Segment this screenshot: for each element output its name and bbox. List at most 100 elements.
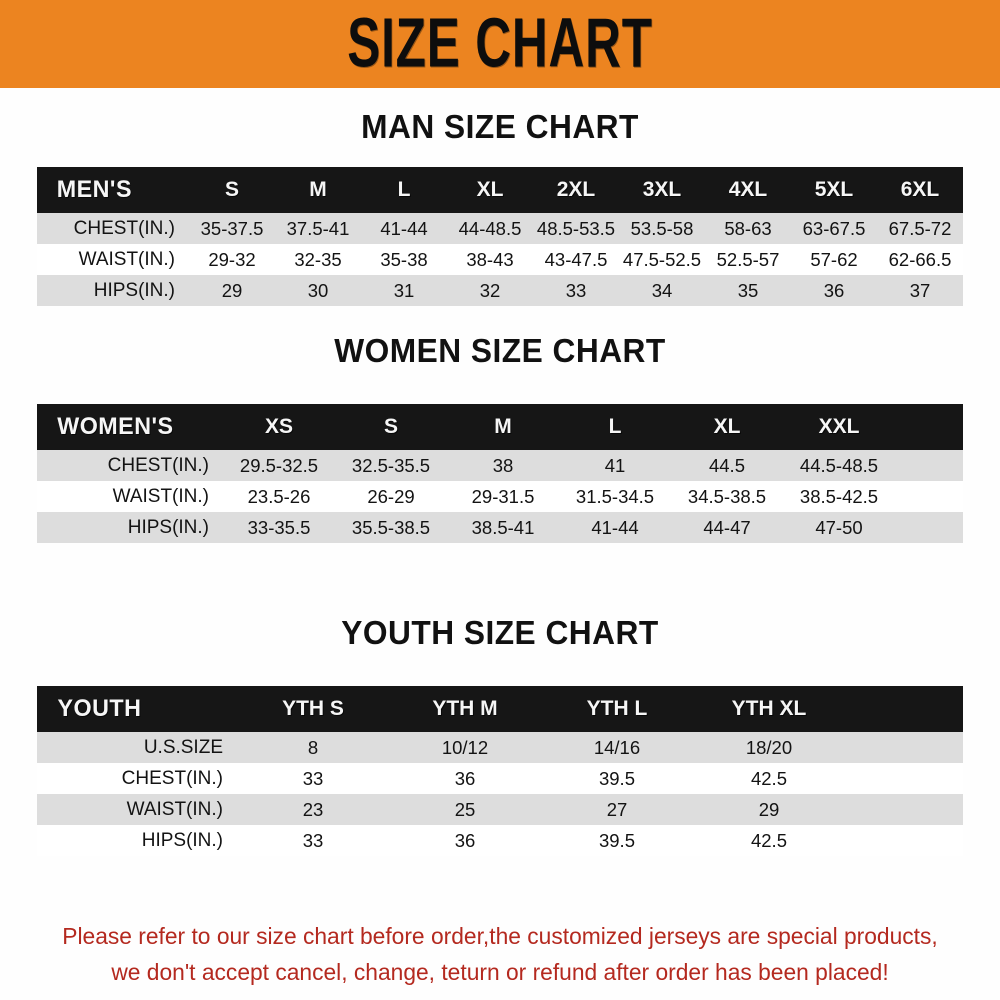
page-title: SIZE CHART [347, 4, 653, 83]
table-row: WAIST(IN.) 29-32 32-35 35-38 38-43 43-47.5 47.… [37, 244, 963, 275]
measurement-cell: 39.5 [598, 829, 635, 851]
women-table-header-label: WOMEN'S [57, 413, 174, 440]
column-header-xl: XL [713, 415, 741, 438]
measurement-cell: 8 [307, 736, 319, 758]
row-label: CHEST(IN.) [107, 454, 209, 476]
column-header-2xl: 2XL [556, 178, 596, 201]
measurement-cell: 47.5-52.5 [622, 248, 702, 270]
measurement-cell: 37.5-41 [286, 217, 350, 239]
measurement-cell: 44.5-48.5 [799, 454, 879, 476]
measurement-cell: 48.5-53.5 [536, 217, 616, 239]
row-label: WAIST(IN.) [78, 248, 175, 270]
column-header-m: M [494, 415, 512, 438]
measurement-cell: 25 [454, 798, 476, 820]
measurement-cell: 58-63 [724, 217, 772, 239]
column-header-m: M [309, 178, 327, 201]
row-label: WAIST(IN.) [126, 798, 223, 820]
column-header-s: S [224, 178, 239, 201]
table-header-row: MEN'S S M L XL 2XL 3XL 4XL 5XL 6XL [37, 167, 963, 213]
measurement-cell: 35-37.5 [200, 217, 264, 239]
youth-table-header-label: YOUTH [57, 695, 142, 722]
measurement-cell: 38.5-42.5 [799, 485, 879, 507]
table-row: HIPS(IN.) 33-35.5 35.5-38.5 38.5-41 41-44 44-… [37, 512, 963, 543]
youth-size-table: YOUTH YTH S YTH M YTH L YTH XL U.S.SIZE 8 10/1… [37, 686, 963, 856]
measurement-cell: 36 [454, 767, 476, 789]
table-header-row: WOMEN'S XS S M L XL XXL [37, 404, 963, 450]
measurement-cell: 33 [302, 767, 324, 789]
section-title-youth: YOUTH SIZE CHART [341, 614, 659, 651]
measurement-cell: 32-35 [294, 248, 342, 270]
measurement-cell: 41-44 [591, 516, 639, 538]
measurement-cell: 34.5-38.5 [687, 485, 767, 507]
measurement-cell: 14/16 [593, 736, 641, 758]
row-label: HIPS(IN.) [141, 829, 223, 851]
measurement-cell: 44.5 [708, 454, 745, 476]
row-label: WAIST(IN.) [112, 485, 209, 507]
measurement-cell: 23.5-26 [247, 485, 311, 507]
man-size-table: MEN'S S M L XL 2XL 3XL 4XL 5XL 6XL CHEST(IN.) 35-3… [37, 167, 963, 306]
measurement-cell: 57-62 [810, 248, 858, 270]
measurement-cell: 35-38 [380, 248, 428, 270]
measurement-cell: 36 [823, 279, 845, 301]
row-label: CHEST(IN.) [73, 217, 175, 239]
measurement-cell: 37 [909, 279, 931, 301]
measurement-cell: 35 [737, 279, 759, 301]
column-header-4xl: 4XL [728, 178, 768, 201]
column-header-l: L [397, 178, 411, 201]
measurement-cell: 29-31.5 [471, 485, 535, 507]
measurement-cell: 36 [454, 829, 476, 851]
measurement-cell: 41 [604, 454, 626, 476]
column-header-empty [895, 404, 963, 450]
measurement-cell: 29 [758, 798, 780, 820]
row-label: U.S.SIZE [143, 736, 223, 758]
measurement-cell: 23 [302, 798, 324, 820]
measurement-cell: 67.5-72 [888, 217, 952, 239]
measurement-cell-empty [845, 763, 963, 794]
measurement-cell: 53.5-58 [630, 217, 694, 239]
women-size-table: WOMEN'S XS S M L XL XXL CHEST(IN.) 29.5-32.5 32.… [37, 404, 963, 543]
table-row: HIPS(IN.) 29 30 31 32 33 34 35 36 37 [37, 275, 963, 306]
measurement-cell: 44-48.5 [458, 217, 522, 239]
section-title-women: WOMEN SIZE CHART [334, 332, 666, 369]
measurement-cell: 26-29 [367, 485, 415, 507]
measurement-cell: 18/20 [745, 736, 793, 758]
measurement-cell: 32 [479, 279, 501, 301]
column-header-empty [845, 686, 963, 732]
measurement-cell-empty [895, 450, 963, 481]
measurement-cell: 43-47.5 [544, 248, 608, 270]
row-label: HIPS(IN.) [127, 516, 209, 538]
table-row: CHEST(IN.) 29.5-32.5 32.5-35.5 38 41 44.5 44.5… [37, 450, 963, 481]
notice-line-1: Please refer to our size chart before or… [62, 923, 938, 949]
column-header-yth-l: YTH L [586, 697, 648, 720]
table-row: CHEST(IN.) 35-37.5 37.5-41 41-44 44-48.5 48.5… [37, 213, 963, 244]
order-policy-notice: Please refer to our size chart before or… [15, 918, 985, 990]
table-row: WAIST(IN.) 23 25 27 29 [37, 794, 963, 825]
column-header-s: S [383, 415, 398, 438]
measurement-cell-empty [895, 481, 963, 512]
man-table-body: CHEST(IN.) 35-37.5 37.5-41 41-44 44-48.5 48.5… [37, 213, 963, 306]
column-header-yth-xl: YTH XL [731, 697, 807, 720]
measurement-cell: 52.5-57 [716, 248, 780, 270]
measurement-cell: 33 [302, 829, 324, 851]
measurement-cell: 29 [221, 279, 243, 301]
man-table-header-label: MEN'S [56, 176, 132, 203]
measurement-cell-empty [845, 732, 963, 763]
measurement-cell: 38.5-41 [471, 516, 535, 538]
measurement-cell: 38-43 [466, 248, 514, 270]
table-row: WAIST(IN.) 23.5-26 26-29 29-31.5 31.5-34.5 34… [37, 481, 963, 512]
measurement-cell-empty [845, 794, 963, 825]
measurement-cell: 32.5-35.5 [351, 454, 431, 476]
measurement-cell: 33-35.5 [247, 516, 311, 538]
table-row: HIPS(IN.) 33 36 39.5 42.5 [37, 825, 963, 856]
measurement-cell: 33 [565, 279, 587, 301]
table-header-row: YOUTH YTH S YTH M YTH L YTH XL [37, 686, 963, 732]
measurement-cell: 41-44 [380, 217, 428, 239]
column-header-5xl: 5XL [814, 178, 854, 201]
measurement-cell: 35.5-38.5 [351, 516, 431, 538]
women-table-body: CHEST(IN.) 29.5-32.5 32.5-35.5 38 41 44.5 44.5… [37, 450, 963, 543]
column-header-xs: XS [264, 415, 293, 438]
section-title-man: MAN SIZE CHART [361, 108, 639, 145]
measurement-cell: 34 [651, 279, 673, 301]
column-header-xl: XL [476, 178, 504, 201]
measurement-cell: 27 [606, 798, 628, 820]
